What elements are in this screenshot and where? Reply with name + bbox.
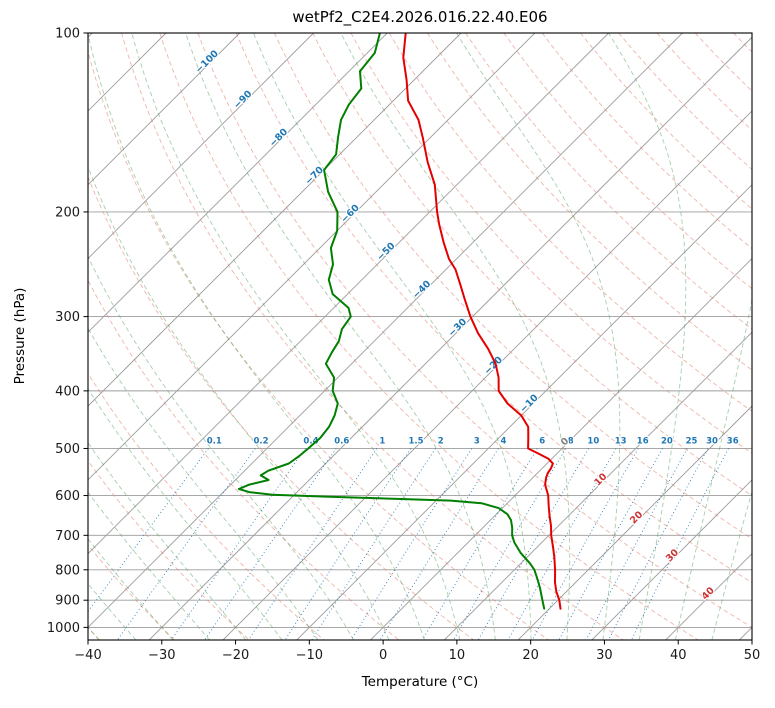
- mixing-ratio-label: 25: [686, 437, 698, 447]
- x-tick-label: 40: [670, 648, 687, 663]
- isotherm-label: −90: [232, 88, 255, 111]
- y-tick-label: 800: [55, 563, 80, 578]
- mixing-ratio-label: 10: [587, 437, 599, 447]
- y-tick-label: 100: [55, 27, 80, 42]
- x-tick-label: 30: [596, 648, 613, 663]
- mixing-ratio-label: 0.1: [207, 437, 222, 447]
- x-tick-label: 50: [744, 648, 761, 663]
- plot-border: [87, 32, 753, 641]
- mixing-ratio-label: 2: [438, 437, 444, 447]
- isotherm-label: −40: [411, 278, 434, 301]
- mixing-ratio-label: 36: [727, 437, 739, 447]
- isotherm-label: −10: [518, 392, 541, 415]
- isotherm-label: −60: [339, 202, 362, 225]
- x-axis-label: Temperature (°C): [361, 674, 479, 690]
- axis-ticks: [83, 32, 753, 645]
- mixing-ratio-label: 0.2: [254, 437, 269, 447]
- isotherm-label: −80: [267, 126, 290, 149]
- temperature-curve: [402, 33, 562, 610]
- x-tick-label: −30: [148, 648, 175, 663]
- mixing-ratio-label: 16: [637, 437, 649, 447]
- moist-adiabats: [88, 33, 752, 640]
- pressure-gridlines: [88, 33, 752, 628]
- x-tick-label: −10: [296, 648, 323, 663]
- mixing-ratio-label: 13: [615, 437, 627, 447]
- isotherm-label: −30: [446, 316, 469, 339]
- isotherm-label: 40: [700, 585, 717, 602]
- y-tick-label: 1000: [47, 621, 80, 636]
- mixing-ratio-label: 8: [568, 437, 574, 447]
- mixing-ratio-label: 20: [661, 437, 673, 447]
- mixing-ratio-label: 1.5: [408, 437, 423, 447]
- y-tick-label: 400: [55, 384, 80, 399]
- x-tick-label: 10: [449, 648, 466, 663]
- mixing-ratio-lines: [88, 448, 729, 640]
- mixing-ratio-labels: 0.1 0.2 0.4 0.6 1 1.5 2 3 4 6 8 10 13 16 20 25 30 36: [206, 435, 740, 447]
- isotherm-label: 20: [628, 509, 645, 526]
- mixing-ratio-label: 1: [379, 437, 385, 447]
- y-tick-label: 500: [55, 442, 80, 457]
- x-tick-label: −20: [222, 648, 249, 663]
- mixing-ratio-label: 0.4: [303, 437, 318, 447]
- x-tick-label: −40: [74, 648, 101, 663]
- dewpoint-curve: [237, 33, 546, 610]
- mixing-ratio-label: 0.6: [334, 437, 349, 447]
- isotherm-label: −100: [193, 48, 221, 76]
- isotherm-label: 10: [592, 471, 609, 488]
- y-tick-label: 300: [55, 310, 80, 325]
- mixing-ratio-label: 30: [706, 437, 718, 447]
- mixing-ratio-label: 6: [539, 437, 545, 447]
- isotherm-label: 30: [664, 547, 681, 564]
- y-tick-label: 700: [55, 529, 80, 544]
- y-tick-label: 900: [55, 594, 80, 609]
- mixing-ratio-label: 3: [474, 437, 480, 447]
- x-tick-label: 20: [522, 648, 539, 663]
- y-tick-label: 600: [55, 489, 80, 504]
- y-tick-label: 200: [55, 205, 80, 220]
- chart-title: wetPf2_C2E4.2026.016.22.40.E06: [292, 8, 548, 26]
- axis-tick-labels: −40 −30 −20 −10 0 10 20 30 40 5010020030040050060…: [47, 27, 760, 664]
- x-tick-label: 0: [379, 648, 387, 663]
- mixing-ratio-label: 4: [500, 437, 506, 447]
